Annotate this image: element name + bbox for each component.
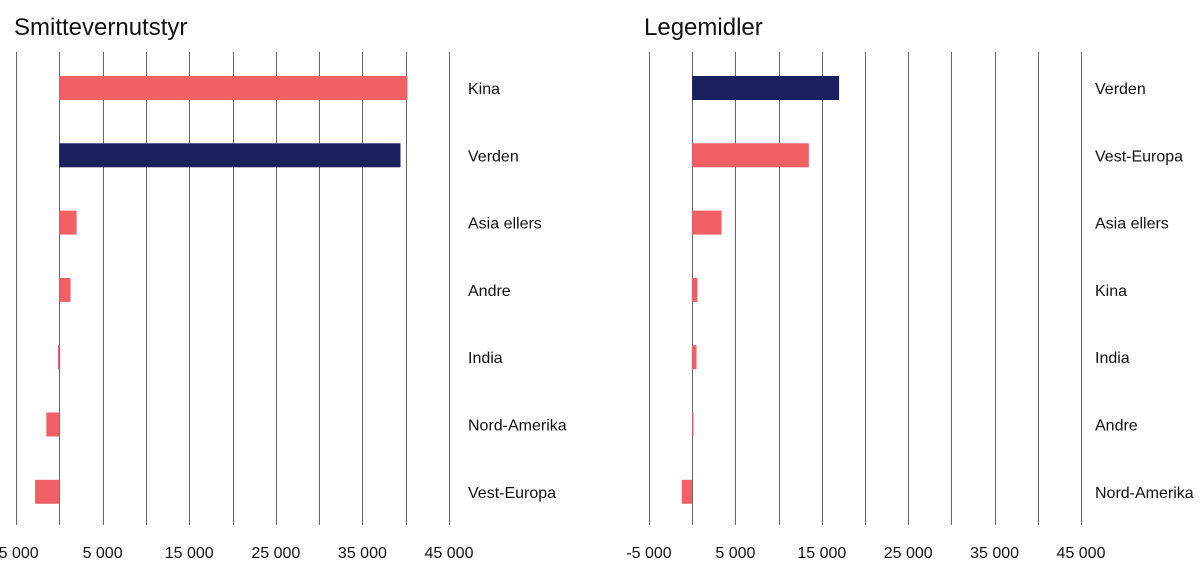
bar-india <box>58 345 60 370</box>
category-label: Nord-Amerika <box>468 418 567 435</box>
bar-kina <box>692 277 698 302</box>
category-label: Vest-Europa <box>468 485 556 502</box>
category-label: Asia ellers <box>468 216 542 233</box>
x-tick-label: 35 000 <box>970 545 1019 562</box>
bar-vest-europa <box>35 479 60 504</box>
category-label: Verden <box>468 148 519 165</box>
x-tick-label: 5 000 <box>715 545 755 562</box>
x-tick-label: -5 000 <box>0 545 39 562</box>
bar-verden <box>692 76 840 100</box>
bar-chart-smittevernutstyr: -5 000 5 000 15 000 25 000 35 000 45 000 Kina V… <box>0 52 567 562</box>
category-label: Kina <box>468 81 500 98</box>
bar-asia-ellers <box>59 210 77 235</box>
category-label: Kina <box>1095 283 1127 300</box>
x-tick-label: 35 000 <box>338 545 387 562</box>
bar-kina <box>59 76 408 100</box>
x-tick-label: 15 000 <box>165 545 214 562</box>
bar-verden <box>59 143 401 168</box>
category-label: India <box>468 350 503 367</box>
x-tick-label: 25 000 <box>884 545 933 562</box>
category-label: Verden <box>1095 81 1146 98</box>
category-label: Nord-Amerika <box>1095 485 1194 502</box>
bar-nord-amerika <box>46 412 60 437</box>
bar-asia-ellers <box>692 210 722 235</box>
chart-title: Smittevernutstyr <box>14 14 188 41</box>
chart-title: Legemidler <box>644 14 763 41</box>
bar-chart-legemidler: -5 000 5 000 15 000 25 000 35 000 45 000 Verde… <box>626 52 1194 562</box>
bar-nord-amerika <box>681 479 693 504</box>
category-label: Andre <box>468 283 511 300</box>
x-tick-label: 45 000 <box>1057 545 1106 562</box>
x-tick-label: 25 000 <box>251 545 300 562</box>
bar-vest-europa <box>692 143 809 168</box>
category-label: Andre <box>1095 418 1138 435</box>
x-tick-label: 15 000 <box>797 545 846 562</box>
x-tick-label: 45 000 <box>425 545 474 562</box>
bar-india <box>692 345 697 370</box>
bar-andre <box>692 412 694 437</box>
chart-panel-legemidler: Legemidler -5 000 5 000 15 000 25 000 35 000… <box>600 0 1200 578</box>
x-tick-label: 5 000 <box>83 545 123 562</box>
bar-andre <box>59 277 71 302</box>
category-label: Vest-Europa <box>1095 148 1183 165</box>
chart-panel-smittevernutstyr: Smittevernutstyr -5 000 5 000 15 000 25 000… <box>0 14 567 562</box>
category-label: Asia ellers <box>1095 216 1169 233</box>
category-label: India <box>1095 350 1130 367</box>
x-tick-label: -5 000 <box>626 545 671 562</box>
